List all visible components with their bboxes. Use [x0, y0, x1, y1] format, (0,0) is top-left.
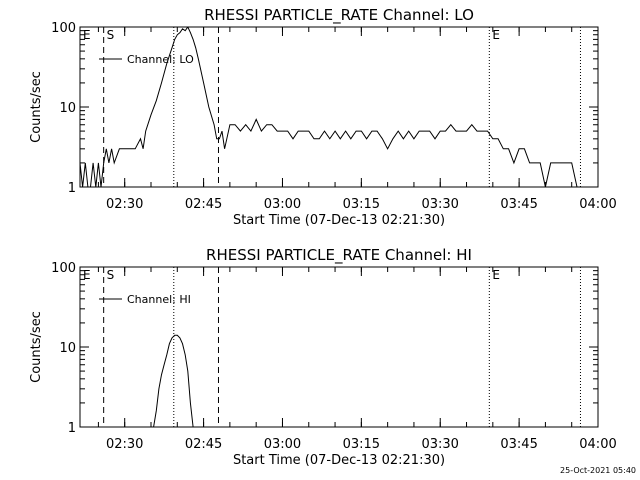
marker-label: S	[107, 28, 115, 42]
chart-title: RHESSI PARTICLE_RATE Channel: LO	[204, 6, 474, 25]
x-tick-label: 02:45	[185, 197, 222, 212]
marker-label: E	[492, 268, 500, 282]
x-tick-label: 03:15	[343, 197, 380, 212]
chart-panel-hi: RHESSI PARTICLE_RATE Channel: HI Start Ti…	[29, 246, 617, 468]
y-axis-label: Counts/sec	[29, 311, 44, 383]
marker-label: E	[492, 28, 500, 42]
x-tick-label: 03:45	[500, 437, 537, 452]
x-tick-label: 02:30	[106, 437, 143, 452]
x-tick-label: 03:45	[500, 197, 537, 212]
series-line	[80, 27, 578, 187]
x-tick-label: 03:15	[343, 437, 380, 452]
marker-label: E	[83, 268, 91, 282]
chart-panel-lo: RHESSI PARTICLE_RATE Channel: LO Start Ti…	[29, 6, 617, 228]
series-line	[153, 334, 194, 427]
legend-label: Channel: LO	[127, 53, 194, 66]
timestamp: 25-Oct-2021 05:40	[560, 466, 636, 475]
y-tick-label: 100	[51, 21, 76, 36]
y-axis-label: Counts/sec	[29, 71, 44, 143]
x-tick-label: 03:00	[264, 437, 301, 452]
x-tick-label: 02:45	[185, 437, 222, 452]
x-tick-label: 02:30	[106, 197, 143, 212]
x-tick-label: 03:30	[421, 437, 458, 452]
chart-title: RHESSI PARTICLE_RATE Channel: HI	[206, 246, 472, 265]
legend-label: Channel: HI	[127, 293, 191, 306]
plot-frame	[79, 26, 599, 188]
marker-label: E	[83, 28, 91, 42]
x-tick-label: 03:00	[264, 197, 301, 212]
marker-label: S	[107, 268, 115, 282]
x-axis-label: Start Time (07-Dec-13 02:21:30)	[233, 213, 445, 228]
x-tick-label: 04:00	[579, 437, 616, 452]
y-tick-label: 1	[68, 181, 76, 196]
y-tick-label: 100	[51, 261, 76, 276]
x-tick-label: 03:30	[421, 197, 458, 212]
y-tick-label: 10	[59, 341, 76, 356]
y-tick-label: 1	[68, 421, 76, 436]
y-tick-label: 10	[59, 101, 76, 116]
x-axis-label: Start Time (07-Dec-13 02:21:30)	[233, 453, 445, 468]
x-tick-label: 04:00	[579, 197, 616, 212]
